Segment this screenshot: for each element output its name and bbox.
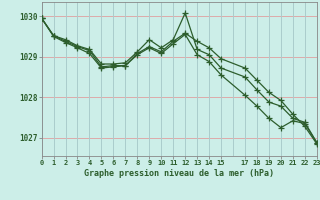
X-axis label: Graphe pression niveau de la mer (hPa): Graphe pression niveau de la mer (hPa): [84, 169, 274, 178]
